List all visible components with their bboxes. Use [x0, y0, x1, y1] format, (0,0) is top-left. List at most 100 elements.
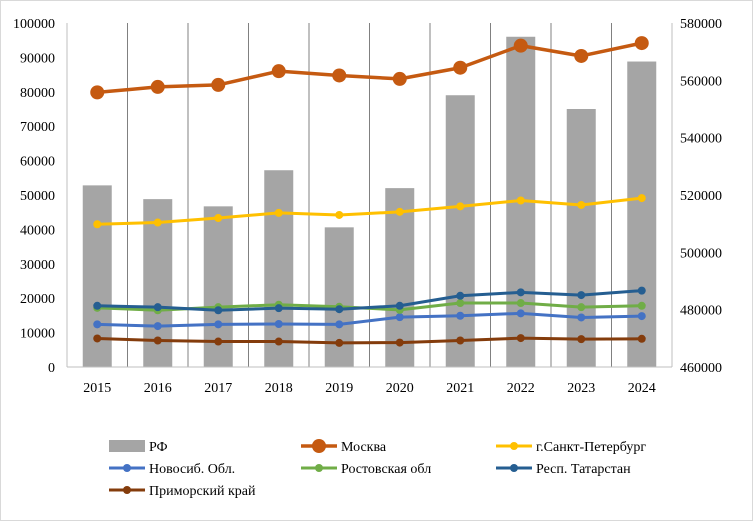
- left-tick-label: 0: [48, 361, 55, 376]
- point-2017: [214, 320, 223, 329]
- point-2016: [150, 79, 165, 94]
- legend: РФ Москва г.Санкт-Петербург Новосиб. Обл. Ро…: [109, 439, 646, 499]
- point-2023: [574, 48, 589, 63]
- line-path: [97, 41, 643, 95]
- legend-item-рф: РФ: [109, 440, 168, 455]
- point-2020: [395, 338, 404, 347]
- x-tick-label: 2019: [325, 381, 353, 396]
- legend-label: Респ. Татарстан: [536, 462, 631, 477]
- point-2015: [93, 301, 102, 310]
- legend-swatch: [109, 440, 145, 452]
- point-2022: [516, 288, 525, 297]
- point-2021: [456, 291, 465, 300]
- point-2020: [395, 207, 404, 216]
- vertical-gridlines: [66, 23, 673, 367]
- point-2022: [516, 196, 525, 205]
- x-tick-label: 2021: [446, 381, 474, 396]
- point-2016: [153, 322, 162, 331]
- point-2024: [634, 36, 649, 51]
- right-tick-label: 540000: [680, 132, 722, 147]
- left-tick-label: 70000: [20, 120, 55, 135]
- point-2019: [335, 320, 344, 329]
- bar-2024: [627, 61, 657, 367]
- bar-2023: [566, 109, 596, 367]
- point-2021: [456, 299, 465, 308]
- point-2024: [637, 301, 646, 310]
- line-path: [97, 311, 642, 328]
- point-2019: [335, 305, 344, 314]
- point-2021: [453, 60, 468, 75]
- point-2020: [395, 313, 404, 322]
- right-axis-ticks: 460000 480000 500000 520000 540000 560000 5800…: [680, 17, 722, 376]
- line-path: [97, 289, 642, 312]
- legend-swatch-marker: [312, 439, 326, 453]
- x-tick-label: 2017: [204, 381, 232, 396]
- x-tick-label: 2024: [628, 381, 656, 396]
- line-series-новосиб-обл: [93, 309, 646, 331]
- point-2016: [153, 218, 162, 227]
- point-2023: [577, 200, 586, 209]
- point-2017: [211, 77, 226, 92]
- point-2023: [577, 291, 586, 300]
- point-2022: [516, 334, 525, 343]
- line-path: [97, 336, 642, 345]
- left-tick-label: 60000: [20, 155, 55, 170]
- point-2018: [274, 208, 283, 217]
- point-2015: [93, 220, 102, 229]
- point-2024: [637, 194, 646, 203]
- point-2018: [271, 64, 286, 79]
- legend-label: г.Санкт-Петербург: [536, 440, 646, 455]
- x-tick-label: 2015: [83, 381, 111, 396]
- point-2015: [90, 85, 105, 100]
- right-tick-label: 580000: [680, 17, 722, 32]
- legend-label: Ростовская обл: [341, 462, 431, 477]
- point-2018: [274, 304, 283, 313]
- x-tick-label: 2020: [386, 381, 414, 396]
- point-2015: [93, 334, 102, 343]
- legend-swatch-marker: [123, 486, 131, 494]
- point-2021: [456, 336, 465, 345]
- point-2024: [637, 286, 646, 295]
- point-2020: [392, 71, 407, 86]
- legend-item-москва: Москва: [301, 439, 387, 455]
- legend-item-г-санкт-петербург: г.Санкт-Петербург: [496, 440, 646, 455]
- point-2015: [93, 320, 102, 329]
- point-2019: [335, 210, 344, 219]
- legend-label: Новосиб. Обл.: [149, 462, 235, 477]
- point-2024: [637, 334, 646, 343]
- point-2022: [513, 38, 528, 53]
- legend-swatch-marker: [123, 464, 131, 472]
- point-2023: [577, 335, 586, 344]
- left-tick-label: 80000: [20, 86, 55, 101]
- left-tick-label: 30000: [20, 258, 55, 273]
- point-2021: [456, 202, 465, 211]
- x-tick-label: 2022: [507, 381, 535, 396]
- left-tick-label: 100000: [13, 17, 55, 32]
- right-tick-label: 480000: [680, 304, 722, 319]
- legend-label: РФ: [149, 440, 168, 455]
- point-2017: [214, 214, 223, 223]
- legend-swatch-marker: [510, 464, 518, 472]
- legend-item-ростовская-обл: Ростовская обл: [301, 462, 431, 477]
- x-tick-label: 2018: [265, 381, 293, 396]
- x-tick-label: 2016: [144, 381, 172, 396]
- bar-2020: [385, 188, 415, 367]
- right-tick-label: 560000: [680, 74, 722, 89]
- point-2016: [153, 336, 162, 345]
- legend-swatch-marker: [315, 464, 323, 472]
- left-tick-label: 40000: [20, 223, 55, 238]
- x-axis-ticks: 2015 2016 2017 2018 2019 2020 2021 2022 2023 2024: [83, 381, 656, 396]
- point-2020: [395, 301, 404, 310]
- point-2022: [516, 309, 525, 318]
- legend-item-новосиб-обл: Новосиб. Обл.: [109, 462, 235, 477]
- right-tick-label: 520000: [680, 189, 722, 204]
- left-tick-label: 90000: [20, 51, 55, 66]
- legend-label: Москва: [341, 440, 387, 455]
- point-2024: [637, 312, 646, 321]
- point-2019: [332, 68, 347, 83]
- legend-swatch-marker: [510, 442, 518, 450]
- point-2018: [274, 320, 283, 328]
- line-series-москва: [90, 36, 649, 100]
